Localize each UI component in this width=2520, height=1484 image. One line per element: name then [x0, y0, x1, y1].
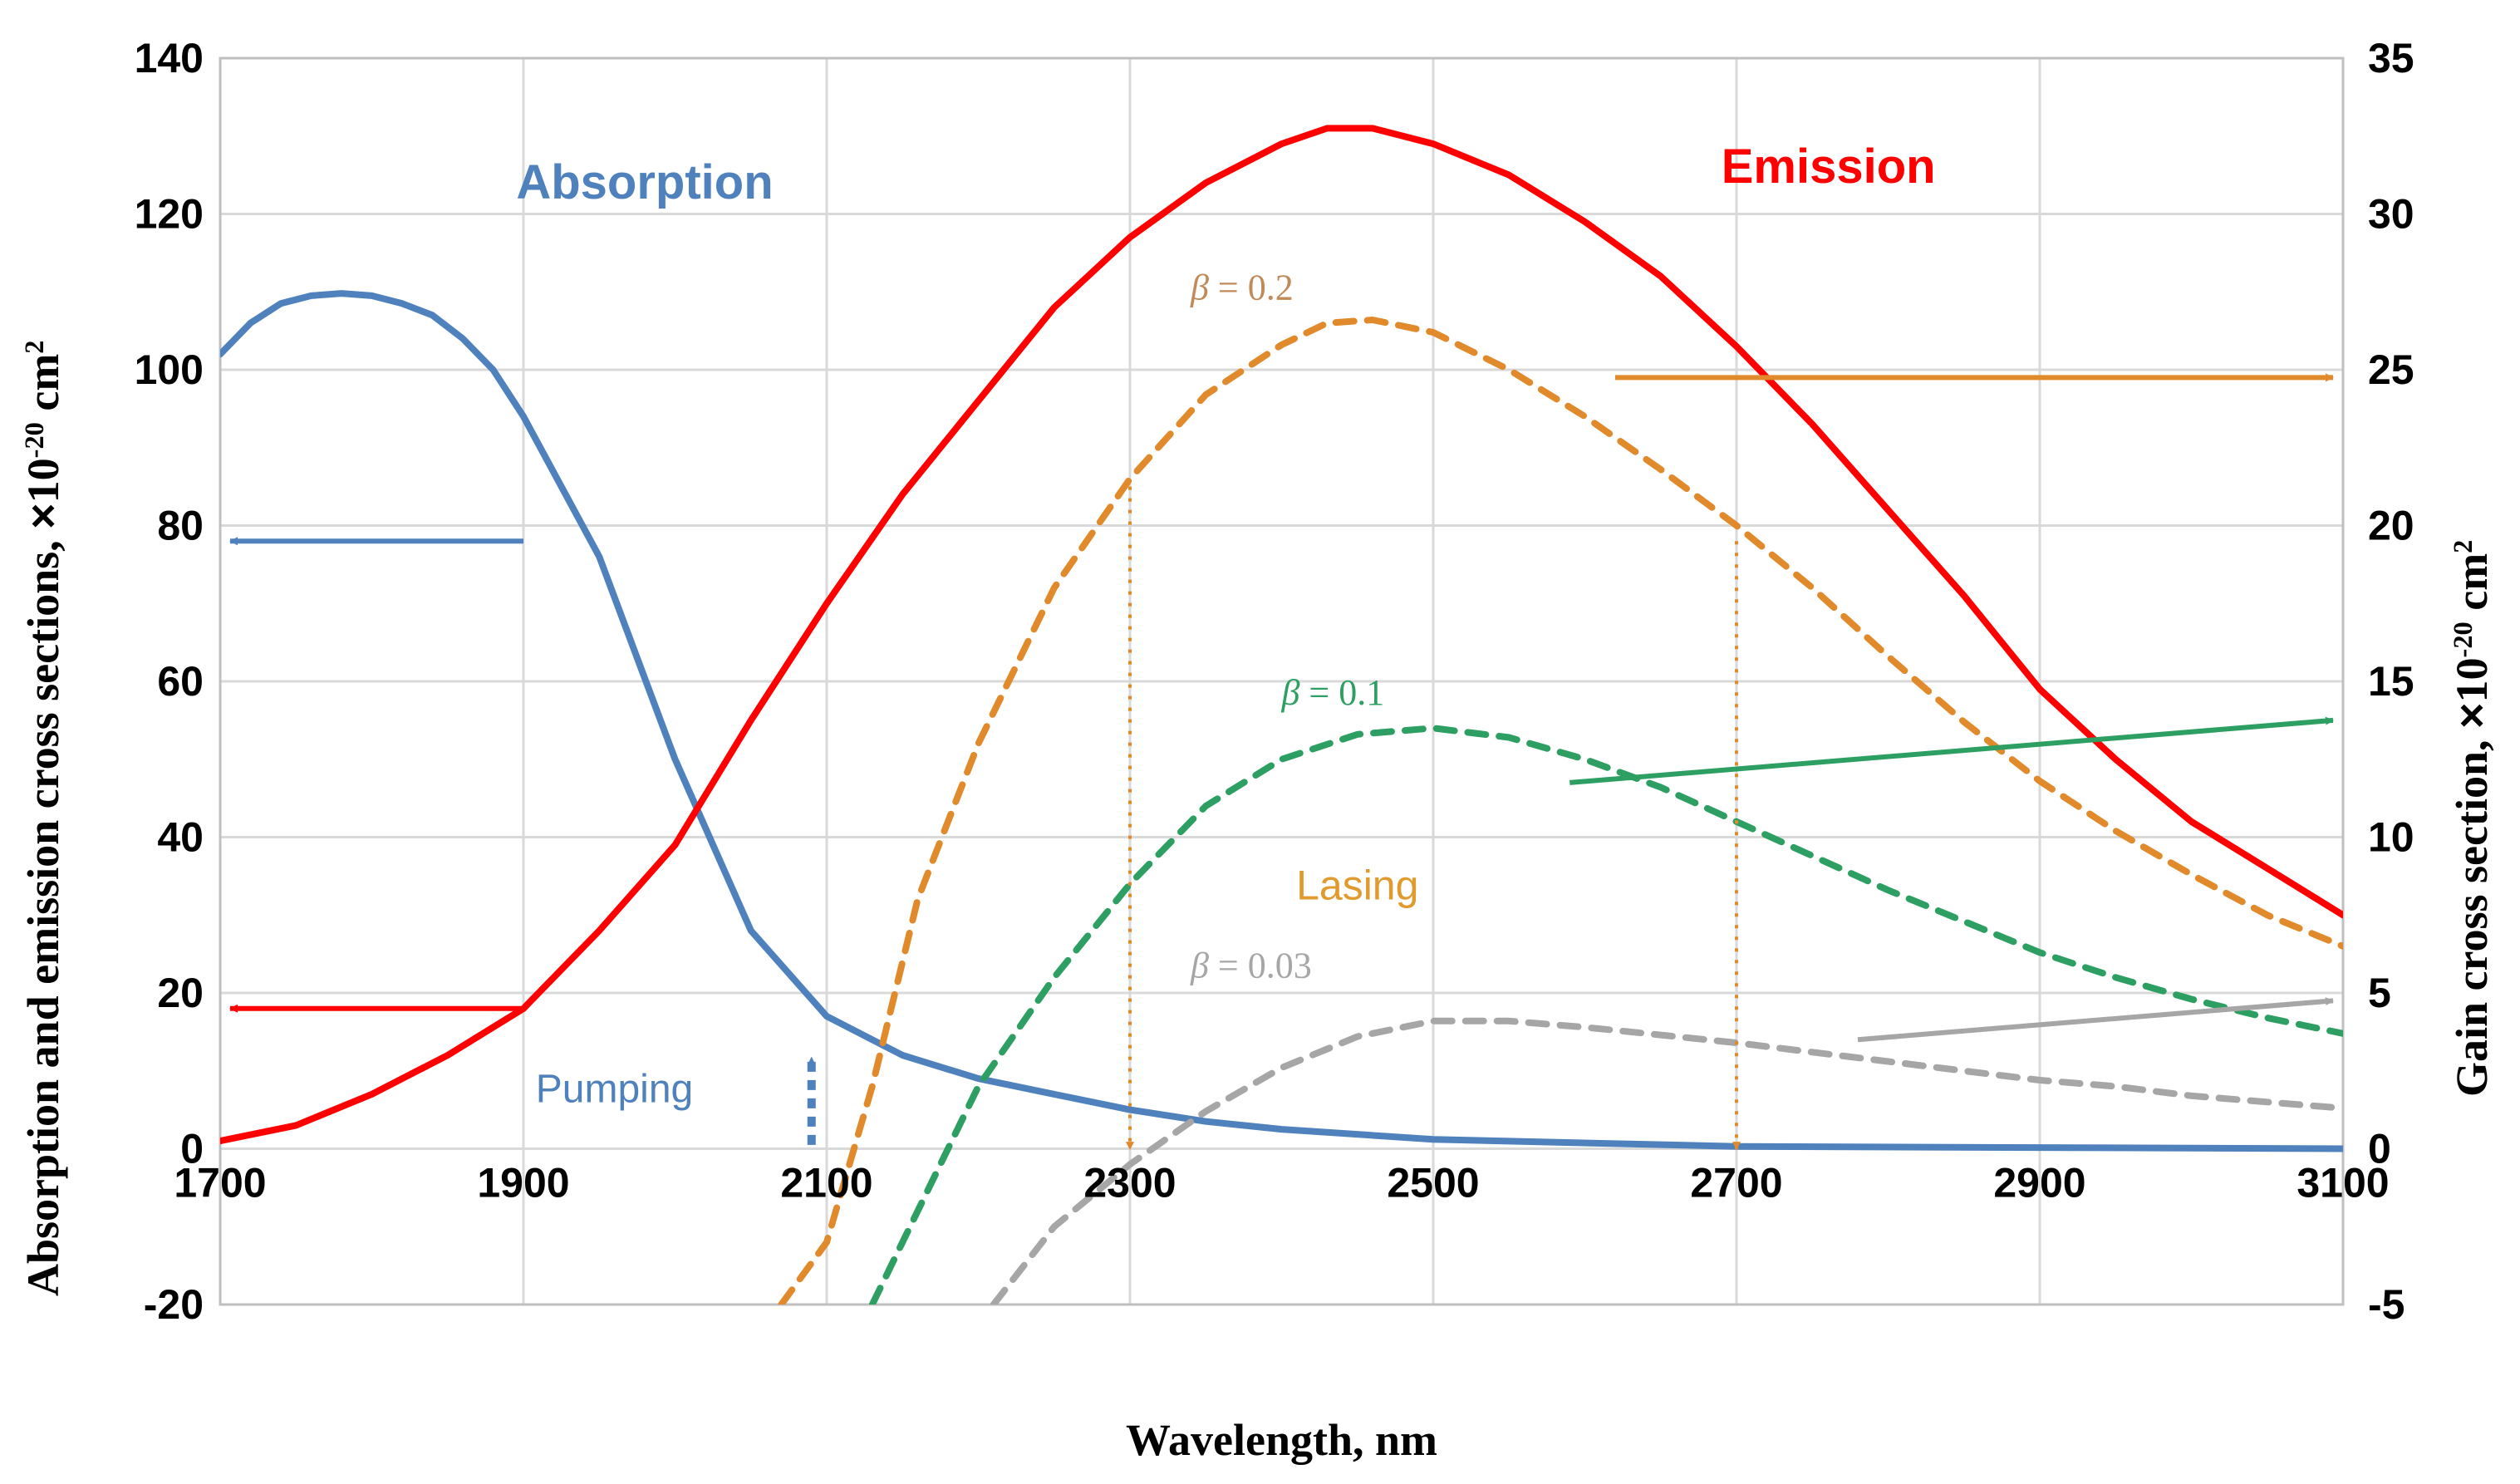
y-right-tick-label: 25 — [2368, 346, 2414, 393]
cross-section-chart: 17001900210023002500270029003100-2002040… — [0, 0, 2520, 1484]
label-lasing: Lasing — [1296, 862, 1418, 909]
y-right-tick-label: 5 — [2368, 970, 2391, 1016]
y-right-tick-label: 20 — [2368, 503, 2414, 549]
y-left-tick-label: 20 — [157, 970, 204, 1016]
y-right-tick-label: 10 — [2368, 814, 2414, 861]
x-tick-label: 2500 — [1387, 1160, 1479, 1206]
label-pumping: Pumping — [536, 1067, 693, 1111]
label-absorption: Absorption — [516, 155, 773, 209]
y-left-tick-label: 120 — [135, 191, 204, 238]
y-left-tick-label: 100 — [135, 346, 204, 393]
chart-background — [0, 0, 2520, 1484]
y-left-tick-label: 60 — [157, 658, 204, 705]
y-left-tick-label: 0 — [180, 1126, 204, 1172]
y-left-axis-title: Absorption and emission cross sections, … — [18, 340, 68, 1296]
y-right-tick-label: -5 — [2368, 1281, 2405, 1328]
x-tick-label: 2700 — [1690, 1160, 1782, 1206]
y-right-tick-label: 30 — [2368, 191, 2414, 238]
y-right-tick-label: 15 — [2368, 658, 2414, 705]
label-emission: Emission — [1722, 140, 1936, 194]
x-axis-title: Wavelength, nm — [1126, 1415, 1437, 1465]
x-tick-label: 2300 — [1083, 1160, 1176, 1206]
y-left-tick-label: 80 — [157, 503, 204, 549]
x-tick-label: 2900 — [1993, 1160, 2085, 1206]
label-beta-0p2: β = 0.2 — [1190, 268, 1294, 308]
y-left-tick-label: 140 — [135, 35, 204, 81]
y-left-tick-label: 40 — [157, 814, 204, 861]
label-beta-0p03: β = 0.03 — [1190, 945, 1312, 985]
x-tick-label: 2100 — [780, 1160, 872, 1206]
y-right-tick-label: 35 — [2368, 35, 2414, 81]
x-tick-label: 1900 — [477, 1160, 569, 1206]
label-beta-0p1: β = 0.1 — [1281, 672, 1385, 713]
y-left-tick-label: -20 — [144, 1281, 204, 1328]
y-right-tick-label: 0 — [2368, 1126, 2391, 1172]
